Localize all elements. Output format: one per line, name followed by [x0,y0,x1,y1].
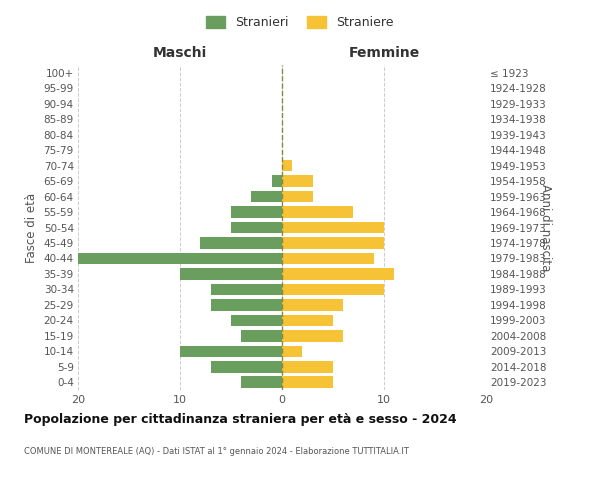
Bar [282,268,394,280]
Bar [282,222,384,234]
Bar [211,361,282,372]
Bar [282,237,384,249]
Bar [180,268,282,280]
Bar [282,361,333,372]
Bar [78,252,282,264]
Bar [282,206,353,218]
Bar [180,346,282,357]
Bar [231,206,282,218]
Bar [282,190,313,202]
Bar [282,252,374,264]
Bar [241,376,282,388]
Bar [211,284,282,295]
Legend: Stranieri, Straniere: Stranieri, Straniere [202,11,398,34]
Bar [282,176,313,187]
Text: Popolazione per cittadinanza straniera per età e sesso - 2024: Popolazione per cittadinanza straniera p… [24,412,457,426]
Bar [282,346,302,357]
Y-axis label: Fasce di età: Fasce di età [25,192,38,262]
Y-axis label: Anni di nascita: Anni di nascita [539,184,553,271]
Bar [282,284,384,295]
Bar [282,160,292,172]
Bar [211,299,282,310]
Bar [231,314,282,326]
Bar [200,237,282,249]
Text: COMUNE DI MONTEREALE (AQ) - Dati ISTAT al 1° gennaio 2024 - Elaborazione TUTTITA: COMUNE DI MONTEREALE (AQ) - Dati ISTAT a… [24,448,409,456]
Bar [251,190,282,202]
Bar [282,330,343,342]
Bar [241,330,282,342]
Bar [272,176,282,187]
Bar [282,376,333,388]
Bar [282,314,333,326]
Text: Femmine: Femmine [349,46,419,60]
Bar [231,222,282,234]
Text: Maschi: Maschi [153,46,207,60]
Bar [282,299,343,310]
